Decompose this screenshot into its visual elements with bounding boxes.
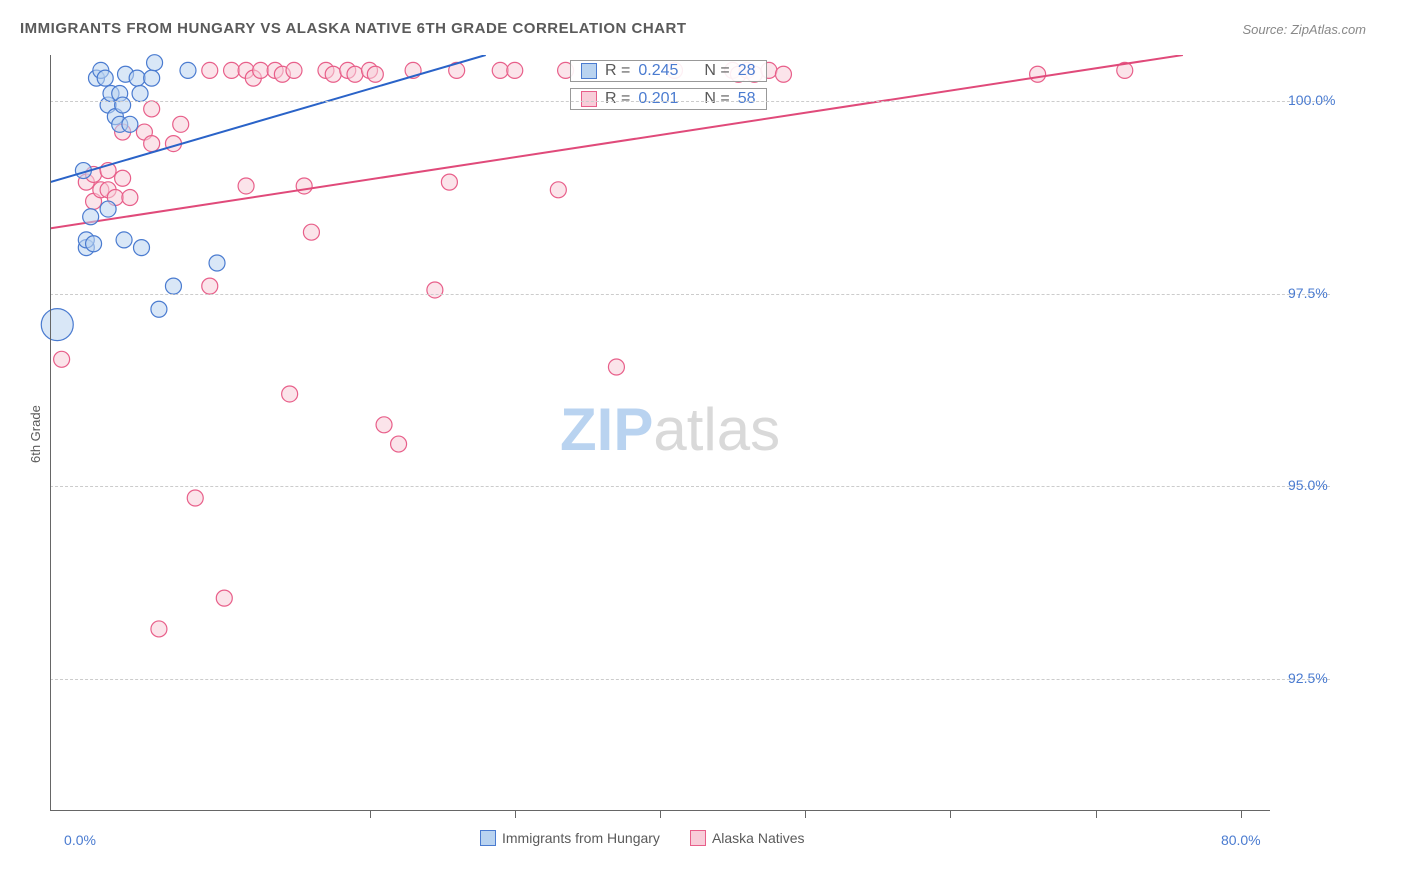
stat-r-label-b: R =: [605, 90, 630, 108]
data-point: [224, 62, 240, 78]
data-point: [151, 301, 167, 317]
legend-swatch-b: [690, 830, 706, 846]
y-tick-label: 92.5%: [1288, 670, 1328, 686]
stat-r-label-a: R =: [605, 62, 630, 80]
x-end-label: 80.0%: [1221, 832, 1261, 848]
data-point: [296, 178, 312, 194]
gridline: [50, 679, 1330, 680]
stat-n-label-a: N =: [704, 62, 729, 80]
data-point: [507, 62, 523, 78]
data-point: [144, 136, 160, 152]
stat-box-b: R = 0.201 N = 58: [570, 88, 767, 110]
data-point: [86, 236, 102, 252]
data-point: [100, 201, 116, 217]
data-point: [376, 417, 392, 433]
y-tick-label: 97.5%: [1288, 285, 1328, 301]
stat-n-value-b: 58: [738, 90, 756, 108]
stat-swatch-b: [581, 91, 597, 107]
data-point: [608, 359, 624, 375]
data-point: [1030, 66, 1046, 82]
data-point: [282, 386, 298, 402]
chart-svg: [0, 0, 1406, 892]
data-point: [492, 62, 508, 78]
data-point: [550, 182, 566, 198]
x-tick: [805, 810, 806, 818]
data-point: [187, 490, 203, 506]
stat-box-a: R = 0.245 N = 28: [570, 60, 767, 82]
data-point: [134, 240, 150, 256]
legend-item-b: Alaska Natives: [690, 830, 805, 846]
data-point: [115, 97, 131, 113]
data-point: [367, 66, 383, 82]
x-start-label: 0.0%: [64, 832, 96, 848]
stat-r-value-a: 0.245: [638, 62, 678, 80]
data-point: [180, 62, 196, 78]
data-point: [151, 621, 167, 637]
stat-swatch-a: [581, 63, 597, 79]
x-tick: [950, 810, 951, 818]
data-point: [775, 66, 791, 82]
data-point: [54, 351, 70, 367]
x-tick: [370, 810, 371, 818]
data-point: [391, 436, 407, 452]
data-point: [325, 66, 341, 82]
data-point: [116, 232, 132, 248]
data-point: [202, 278, 218, 294]
x-tick: [515, 810, 516, 818]
x-tick: [1096, 810, 1097, 818]
gridline: [50, 294, 1330, 295]
data-point: [303, 224, 319, 240]
legend-label-b: Alaska Natives: [712, 830, 805, 846]
stat-r-value-b: 0.201: [638, 90, 678, 108]
data-point: [216, 590, 232, 606]
gridline: [50, 101, 1330, 102]
stat-n-label-b: N =: [704, 90, 729, 108]
y-axis-line: [50, 55, 51, 810]
chart-container: IMMIGRANTS FROM HUNGARY VS ALASKA NATIVE…: [0, 0, 1406, 892]
y-tick-label: 100.0%: [1288, 92, 1335, 108]
data-point: [253, 62, 269, 78]
data-point: [286, 62, 302, 78]
x-tick: [660, 810, 661, 818]
data-point: [347, 66, 363, 82]
data-point: [41, 309, 73, 341]
legend-swatch-a: [480, 830, 496, 846]
data-point: [132, 86, 148, 102]
data-point: [238, 178, 254, 194]
gridline: [50, 486, 1330, 487]
data-point: [144, 70, 160, 86]
legend-label-a: Immigrants from Hungary: [502, 830, 660, 846]
stat-n-value-a: 28: [738, 62, 756, 80]
data-point: [147, 55, 163, 71]
data-point: [122, 116, 138, 132]
data-point: [165, 278, 181, 294]
data-point: [144, 101, 160, 117]
data-point: [115, 170, 131, 186]
bottom-legend: Immigrants from Hungary Alaska Natives: [480, 830, 805, 846]
y-tick-label: 95.0%: [1288, 477, 1328, 493]
x-tick: [1241, 810, 1242, 818]
data-point: [122, 190, 138, 206]
data-point: [202, 62, 218, 78]
y-axis-label: 6th Grade: [28, 405, 43, 463]
data-point: [97, 70, 113, 86]
data-point: [83, 209, 99, 225]
data-point: [427, 282, 443, 298]
legend-item-a: Immigrants from Hungary: [480, 830, 660, 846]
data-point: [129, 70, 145, 86]
data-point: [173, 116, 189, 132]
data-point: [209, 255, 225, 271]
data-point: [441, 174, 457, 190]
